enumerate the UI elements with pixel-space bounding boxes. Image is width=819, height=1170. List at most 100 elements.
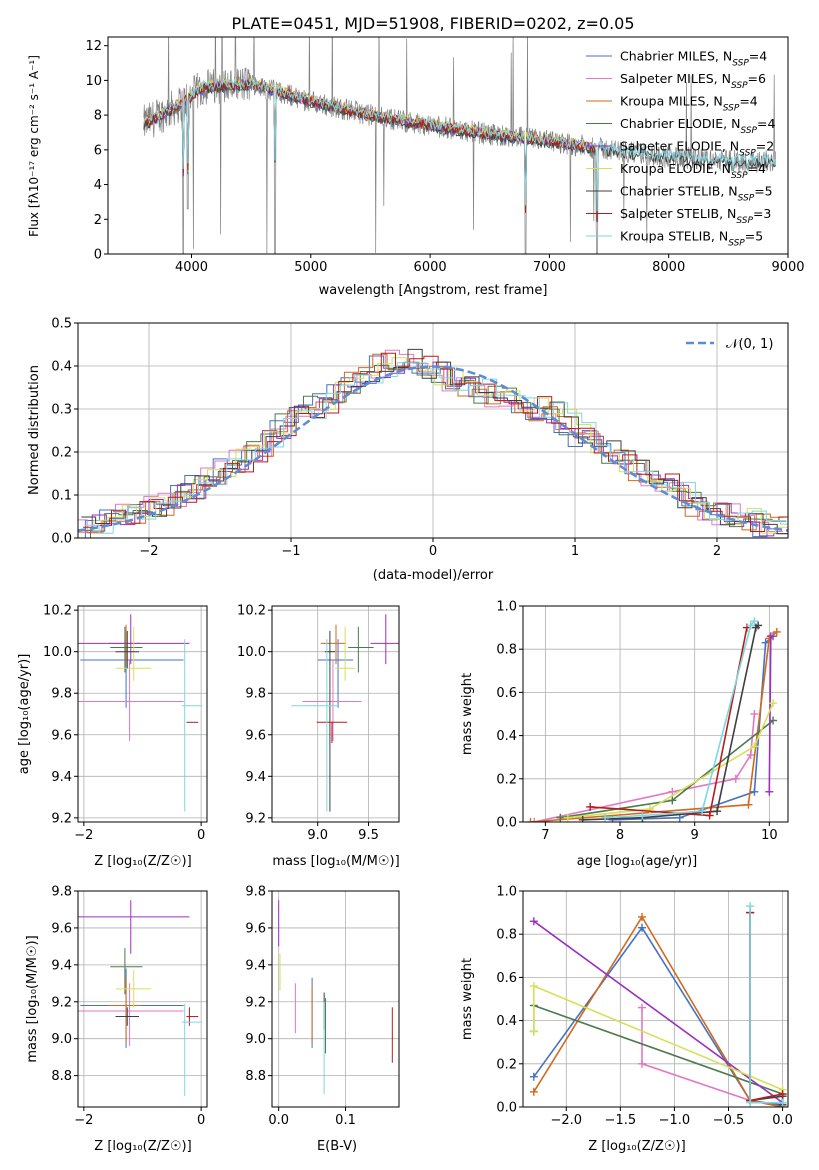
p6-xtick-label: 0 bbox=[197, 1113, 205, 1128]
p5-xtick-label: 8 bbox=[616, 828, 624, 843]
p5-xtick-label: 10 bbox=[761, 828, 778, 843]
p6-ytick-label: 9.4 bbox=[51, 958, 72, 973]
p3-frame bbox=[77, 605, 208, 823]
p1-ytick-label: 12 bbox=[85, 39, 102, 54]
legend-subscript: SSP bbox=[739, 149, 756, 159]
p3-plot-area bbox=[78, 614, 203, 812]
p7-plot-area bbox=[278, 900, 393, 1095]
p2-xtick-label: 1 bbox=[571, 544, 579, 559]
p6-ytick-label: 8.8 bbox=[51, 1069, 72, 1084]
p6-ytick-label: 9.2 bbox=[51, 995, 72, 1010]
p3-xlabel: Z [log₁₀(Z/Z☉)] bbox=[94, 854, 191, 869]
p1-axes: 4000 5000 6000 7000 8000 9000 0 2 4 6 8 10 12 bbox=[85, 39, 804, 275]
p4-xtick-label: 9.5 bbox=[358, 828, 379, 843]
p8-plot-area bbox=[529, 902, 787, 1107]
p4-axes: 9.0 9.5 9.2 9.4 9.6 9.8 10.0 10.2 bbox=[237, 604, 399, 843]
p7-ytick-label: 8.8 bbox=[245, 1069, 266, 1084]
p8-xtick-label: 0.0 bbox=[772, 1113, 793, 1128]
p5-ytick-label: 0.8 bbox=[496, 643, 517, 658]
p5-axes: 7 8 9 10 0.0 0.2 0.4 0.6 0.8 1.0 bbox=[496, 600, 788, 843]
p1-xlabel: wavelength [Angstrom, rest frame] bbox=[319, 283, 548, 298]
p5-ytick-label: 0.2 bbox=[496, 772, 517, 787]
p2-ytick-label: 0.0 bbox=[51, 532, 72, 547]
model-spectrum-6 bbox=[143, 77, 598, 213]
p4-ytick-label: 9.2 bbox=[245, 811, 266, 826]
p7-ytick-label: 9.2 bbox=[245, 995, 266, 1010]
p4-ytick-label: 10.0 bbox=[237, 645, 266, 660]
p3-ytick-label: 9.4 bbox=[51, 770, 72, 785]
mass-weight-line-5 bbox=[533, 920, 784, 1104]
normal-distribution-curve bbox=[78, 365, 788, 532]
p1-xtick-label: 9000 bbox=[771, 260, 804, 275]
p2-xtick-label: −1 bbox=[281, 544, 300, 559]
legend-label: Salpeter STELIB, NSSP=3 bbox=[620, 206, 771, 226]
p1-xtick-label: 7000 bbox=[533, 260, 566, 275]
mass-weight-line-3 bbox=[533, 915, 783, 1107]
p6-ytick-label: 9.6 bbox=[51, 921, 72, 936]
p7-ytick-label: 9.4 bbox=[245, 958, 266, 973]
p4-xtick-label: 9.0 bbox=[307, 828, 328, 843]
mass-weight-line-4 bbox=[532, 1004, 783, 1095]
p5-ylabel: mass weight bbox=[460, 673, 475, 755]
mass-weight-line-6 bbox=[532, 984, 783, 1091]
model-spectrum-2 bbox=[143, 78, 598, 215]
p2-xlabel: (data-model)/error bbox=[373, 568, 494, 583]
p8-ytick-label: 0.0 bbox=[496, 1101, 517, 1116]
legend-subscript: SSP bbox=[731, 171, 748, 181]
p2-ytick-label: 0.3 bbox=[51, 403, 72, 418]
model-spectrum-9 bbox=[143, 77, 777, 212]
p8-ytick-label: 0.6 bbox=[496, 971, 517, 986]
p2-frame bbox=[77, 322, 789, 539]
p1-ylabel: Flux [fλ10⁻¹⁷ erg cm⁻² s⁻¹ A⁻¹] bbox=[27, 55, 41, 237]
p4-ytick-label: 10.2 bbox=[237, 604, 266, 619]
p2-xtick-label: −2 bbox=[139, 544, 158, 559]
residual-histogram-9 bbox=[84, 362, 788, 534]
p3-ytick-label: 9.6 bbox=[51, 728, 72, 743]
p3-xtick-label: 0 bbox=[197, 828, 205, 843]
legend-label: Salpeter MILES, NSSP=6 bbox=[620, 71, 766, 91]
p4-xlabel: mass [log₁₀(M/M☉)] bbox=[272, 854, 399, 869]
residual-histogram-4 bbox=[78, 362, 787, 538]
p6-ytick-label: 9.0 bbox=[51, 1032, 72, 1047]
legend-subscript: SSP bbox=[736, 216, 753, 226]
p5-plot-area bbox=[526, 617, 781, 822]
p5-ytick-label: 0.4 bbox=[496, 729, 517, 744]
p2-axes: −2 −1 0 1 2 0.0 0.1 0.2 0.3 0.4 0.5 bbox=[51, 317, 788, 559]
residual-histogram-2 bbox=[78, 349, 783, 534]
p8-ytick-label: 0.8 bbox=[496, 928, 517, 943]
mass-weight-line-8 bbox=[590, 627, 748, 817]
legend-subscript: SSP bbox=[740, 126, 757, 136]
p6-ytick-label: 9.8 bbox=[51, 885, 72, 900]
p3-ytick-label: 10.0 bbox=[43, 645, 72, 660]
p6-plot-area bbox=[78, 900, 203, 1096]
p7-ytick-label: 9.6 bbox=[245, 921, 266, 936]
p8-ylabel: mass weight bbox=[460, 958, 475, 1040]
p5-ytick-label: 0.0 bbox=[496, 816, 517, 831]
mass-weight-line-3 bbox=[530, 631, 778, 822]
p5-xtick-label: 9 bbox=[691, 828, 699, 843]
legend-subscript: SSP bbox=[731, 81, 748, 91]
p2-ytick-label: 0.5 bbox=[51, 317, 72, 332]
p1-ytick-label: 0 bbox=[94, 248, 102, 263]
p4-frame bbox=[271, 605, 400, 823]
p5-xlabel: age [log₁₀(age/yr)] bbox=[577, 854, 698, 869]
residual-histogram-1 bbox=[78, 355, 782, 538]
p1-ytick-label: 10 bbox=[85, 74, 102, 89]
p2-ytick-label: 0.2 bbox=[51, 446, 72, 461]
mass-weight-line-5 bbox=[768, 636, 772, 792]
legend-label: Chabrier MILES, NSSP=4 bbox=[620, 49, 767, 69]
mass-weight-line-1 bbox=[533, 926, 781, 1106]
p6-xtick-label: −2 bbox=[74, 1113, 93, 1128]
p8-ytick-label: 0.2 bbox=[496, 1057, 517, 1072]
p2-ytick-label: 0.1 bbox=[51, 489, 72, 504]
model-spectrum-7 bbox=[143, 79, 777, 221]
p1-frame bbox=[107, 36, 789, 255]
axis-labels: wavelength [Angstrom, rest frame] Flux [… bbox=[17, 55, 697, 1154]
residual-histogram-3 bbox=[78, 353, 785, 534]
p1-ytick-label: 6 bbox=[94, 143, 102, 158]
model-spectrum-5 bbox=[143, 79, 598, 214]
p3-xtick-label: −2 bbox=[74, 828, 93, 843]
mass-weight-line-9 bbox=[605, 620, 756, 819]
